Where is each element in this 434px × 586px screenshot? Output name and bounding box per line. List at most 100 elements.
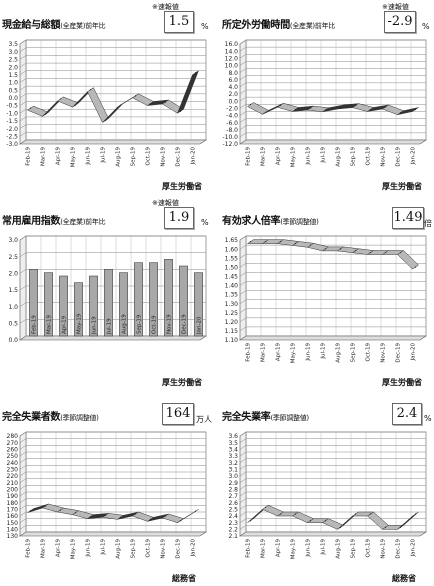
x-tick-label: Jan-20 — [191, 147, 197, 166]
data-point — [399, 112, 402, 114]
y-tick-label: -0.5 — [6, 103, 18, 110]
x-tick-label: Jan-20 — [411, 539, 417, 558]
x-tick-label: Jun-19 — [92, 316, 98, 335]
x-tick-label: Jan-20 — [411, 147, 417, 166]
latest-value-box: 1.49 — [392, 207, 424, 229]
x-tick-label: Aug-19 — [116, 147, 122, 167]
y-tick-label: 180 — [7, 500, 19, 507]
panel-title: 完全失業者数(季節調整値) — [2, 408, 99, 423]
data-point — [324, 109, 327, 111]
series-ribbon-segment — [176, 70, 200, 114]
x-tick-label: Apr-19 — [276, 343, 282, 362]
bar — [134, 262, 143, 337]
gridline-side — [19, 511, 27, 517]
gridline-side — [19, 319, 27, 324]
y-tick-label: 210 — [7, 480, 19, 487]
data-point — [134, 95, 137, 97]
x-tick-label: Dec-19 — [396, 539, 402, 559]
x-tick-label: Apr-19 — [276, 539, 282, 558]
gridline-side — [239, 281, 247, 286]
data-point — [384, 106, 387, 108]
latest-value-box: 1.5 — [164, 11, 194, 33]
plot-floor — [19, 335, 207, 341]
bar — [149, 262, 158, 337]
panel-title-sub: (季節調整値) — [270, 414, 310, 422]
gridline-side — [239, 54, 247, 59]
y-tick-label: 1.60 — [225, 246, 239, 253]
x-tick-label: Apr-19 — [276, 147, 282, 166]
latest-value-unit: 倍 — [424, 219, 432, 228]
gridline-side — [239, 531, 247, 537]
preliminary-note: ※速報値 — [152, 3, 179, 11]
y-tick-label: 12.0 — [225, 55, 239, 62]
latest-value-box: -2.9 — [384, 11, 416, 33]
panel-title-main: 有効求人倍率 — [222, 216, 281, 227]
bar — [74, 282, 83, 337]
bar — [119, 272, 128, 337]
x-tick-label: Sep-19 — [137, 314, 143, 334]
gridline-side — [239, 465, 247, 470]
data-point — [414, 513, 417, 515]
x-tick-label: Dec-19 — [176, 147, 182, 167]
latest-value-unit: 万人 — [196, 415, 212, 424]
data-point — [74, 104, 77, 106]
y-tick-label: 140 — [7, 527, 19, 534]
y-tick-label: 2.0 — [8, 271, 18, 278]
y-tick-label: -4.0 — [226, 113, 238, 120]
gridline-side — [239, 253, 247, 259]
x-tick-label: Jun-19 — [306, 539, 312, 558]
data-point — [264, 241, 267, 243]
data-point — [279, 104, 282, 106]
y-tick-label: 16.0 — [225, 41, 239, 48]
latest-value-unit: % — [424, 414, 432, 423]
gridline-side — [239, 445, 247, 450]
series-ribbon-segment — [397, 107, 419, 115]
y-tick-label: 1.25 — [225, 310, 239, 317]
panel-title-sub: (全産業)前年比 — [289, 22, 335, 30]
y-tick-label: 1.50 — [225, 264, 239, 271]
data-point — [369, 108, 372, 111]
x-tick-label: Mar-19 — [261, 539, 267, 559]
panel-title: 常用雇用指数(全産業)前年比 — [2, 212, 106, 227]
gridline-side — [19, 458, 27, 463]
y-tick-label: 2.2 — [228, 527, 238, 534]
y-tick-label: 4.0 — [228, 84, 238, 91]
gridline-side — [239, 89, 247, 95]
y-tick-label: 1.15 — [225, 328, 239, 335]
plot-side-wall — [19, 39, 27, 145]
y-tick-label: 160 — [7, 513, 19, 520]
gridline-side — [19, 335, 27, 341]
gridline-side — [19, 531, 27, 537]
panel-employment-index: ※速報値 常用雇用指数(全産業)前年比 1.9 % 3.0 2.5 2.0 1.5 1.… — [2, 198, 214, 388]
data-point — [414, 266, 417, 268]
data-point — [399, 251, 402, 254]
gridline-side — [19, 465, 27, 470]
y-tick-label: -6.0 — [226, 120, 238, 127]
data-point — [369, 251, 372, 254]
x-tick-label: Nov-19 — [161, 147, 167, 167]
data-point — [399, 526, 402, 528]
y-tick-label: 14.0 — [225, 48, 239, 55]
panel-unemployed-persons: 完全失業者数(季節調整値) 164 万人 280 270 260 250 240 230 2… — [2, 394, 214, 584]
data-point — [339, 526, 342, 528]
data-point — [309, 107, 312, 109]
gridline-side — [239, 46, 247, 52]
x-tick-label: Feb-19 — [32, 315, 38, 334]
y-tick-label: 1.65 — [225, 237, 239, 244]
y-tick-label: 250 — [7, 453, 19, 460]
series-ribbon-segment — [397, 511, 419, 530]
gridline-side — [19, 55, 27, 60]
source-label: 厚生労働省 — [162, 182, 202, 191]
y-tick-label: 3.6 — [228, 433, 238, 440]
x-tick-label: Jun-19 — [306, 147, 312, 166]
gridline-side — [19, 70, 27, 75]
data-point — [134, 513, 137, 515]
y-tick-label: 3.2 — [228, 460, 238, 467]
y-tick-label: 3.5 — [228, 440, 238, 447]
data-point — [29, 510, 32, 512]
x-tick-label: Jul-19 — [321, 539, 327, 556]
bar — [194, 272, 203, 337]
y-tick-label: 6.0 — [228, 77, 238, 84]
x-tick-label: Dec-19 — [396, 147, 402, 167]
y-tick-label: -12.0 — [222, 141, 238, 148]
